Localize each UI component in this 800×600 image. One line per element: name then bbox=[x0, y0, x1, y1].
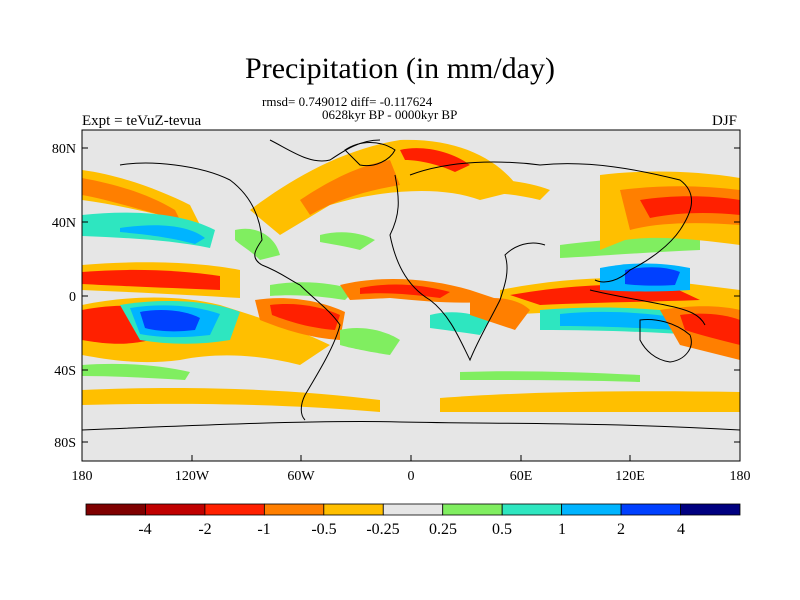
colorbar-swatch bbox=[263, 503, 325, 516]
colorbar-label: 2 bbox=[617, 521, 625, 538]
stats-text: rmsd= 0.749012 diff= -0.117624 bbox=[262, 94, 433, 109]
colorbar-swatch bbox=[382, 503, 444, 516]
colorbar-swatch bbox=[323, 503, 384, 516]
colorbar-swatch bbox=[680, 503, 741, 516]
lat-tick-label: 0 bbox=[69, 290, 76, 305]
colorbar-label: 0.25 bbox=[429, 521, 457, 538]
colorbar-label: 1 bbox=[558, 521, 566, 538]
colorbar-label: -2 bbox=[198, 521, 211, 538]
colorbar-swatch bbox=[204, 503, 265, 516]
lat-tick-label: 40N bbox=[52, 216, 76, 231]
colorbar-swatch bbox=[561, 503, 622, 516]
lon-tick-label: 60W bbox=[287, 469, 315, 484]
colorbar-swatch bbox=[620, 503, 681, 516]
coastlines bbox=[82, 139, 740, 431]
period-text: 0628kyr BP - 0000kyr BP bbox=[322, 107, 458, 122]
lon-tick-label: 60E bbox=[510, 469, 533, 484]
experiment-label: Expt = teVuZ-tevua bbox=[82, 113, 202, 129]
lat-tick-label: 40S bbox=[54, 364, 76, 379]
colorbar-label: -0.5 bbox=[311, 521, 336, 538]
colorbar-label: -4 bbox=[138, 521, 151, 538]
map-title: Precipitation (in mm/day) bbox=[245, 52, 555, 85]
colorbar-swatch bbox=[145, 503, 206, 516]
lat-tick-label: 80S bbox=[54, 436, 76, 451]
lon-tick-label: 0 bbox=[408, 469, 415, 484]
colorbar-label: 0.5 bbox=[492, 521, 512, 538]
colorbar-label: -1 bbox=[257, 521, 270, 538]
colorbar-swatch bbox=[85, 503, 146, 516]
lon-tick-label: 180 bbox=[72, 469, 93, 484]
lon-tick-label: 180 bbox=[730, 469, 751, 484]
colorbar-swatch bbox=[442, 503, 503, 516]
colorbar-label: 4 bbox=[677, 521, 685, 538]
axis-ticks bbox=[81, 147, 741, 461]
colorbar-swatch bbox=[501, 503, 563, 516]
lon-tick-label: 120E bbox=[615, 469, 645, 484]
lat-tick-label: 80N bbox=[52, 142, 76, 157]
colorbar-label: -0.25 bbox=[366, 521, 399, 538]
lon-tick-label: 120W bbox=[175, 469, 210, 484]
season-label: DJF bbox=[712, 113, 738, 129]
colorbar bbox=[85, 503, 741, 516]
